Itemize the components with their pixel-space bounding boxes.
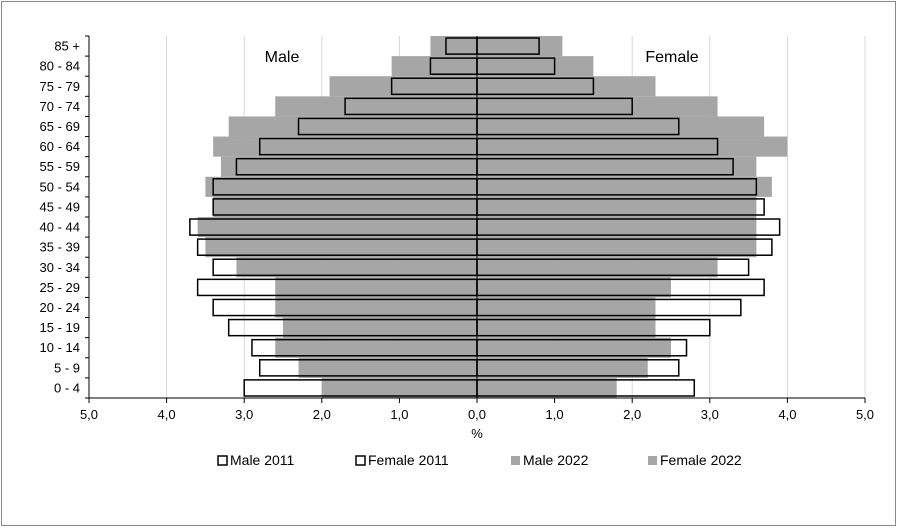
bar-female-2022-5 <box>477 277 671 298</box>
y-tick-label-8: 40 - 44 <box>40 220 80 235</box>
y-tick-label-17: 85 + <box>54 39 80 54</box>
x-tick-label-3: 2,0 <box>313 407 331 422</box>
bar-female-2022-16 <box>477 56 594 77</box>
bar-male-2022-6 <box>236 257 477 278</box>
y-tick-label-12: 60 - 64 <box>40 139 80 154</box>
x-tick-label-0: 5,0 <box>80 407 98 422</box>
bar-male-2022-7 <box>205 237 477 258</box>
legend: Male 2011 Female 2011 Male 2022 Female 2022 <box>217 452 742 468</box>
bar-female-2022-13 <box>477 116 765 137</box>
bar-male-2022-1 <box>298 357 477 378</box>
y-tick-label-15: 75 - 79 <box>40 79 80 94</box>
y-tick-label-7: 35 - 39 <box>40 240 80 255</box>
bar-male-2022-16 <box>391 56 477 77</box>
x-tick-label-10: 5,0 <box>856 407 874 422</box>
bar-female-2022-8 <box>477 217 757 238</box>
bar-male-2022-5 <box>275 277 477 298</box>
y-tick-label-5: 25 - 29 <box>40 280 80 295</box>
x-tick-label-2: 3,0 <box>235 407 253 422</box>
y-tick-label-9: 45 - 49 <box>40 199 80 214</box>
legend-swatch-3 <box>648 456 657 465</box>
bar-female-2022-15 <box>477 76 656 97</box>
bar-male-2022-8 <box>197 217 477 238</box>
y-tick-label-11: 55 - 59 <box>40 159 80 174</box>
bar-female-2022-14 <box>477 96 718 117</box>
y-tick-label-3: 15 - 19 <box>40 320 80 335</box>
bar-male-2022-14 <box>275 96 477 117</box>
x-tick-label-6: 1,0 <box>546 407 564 422</box>
bar-male-2022-3 <box>283 317 477 338</box>
series-2022 <box>197 36 788 398</box>
y-tick-label-10: 50 - 54 <box>40 179 80 194</box>
y-tick-label-4: 20 - 24 <box>40 300 80 315</box>
bar-female-2022-3 <box>477 317 656 338</box>
bar-female-2022-10 <box>477 176 772 197</box>
x-tick-label-7: 2,0 <box>623 407 641 422</box>
legend-swatch-0 <box>217 455 228 466</box>
bar-female-2022-17 <box>477 36 563 57</box>
y-tick-label-16: 80 - 84 <box>40 59 80 74</box>
bar-male-2022-13 <box>228 116 477 137</box>
y-tick-label-13: 65 - 69 <box>40 119 80 134</box>
bar-male-2022-10 <box>205 176 477 197</box>
x-tick-label-5: 0,0 <box>468 407 486 422</box>
bar-female-2022-11 <box>477 156 757 177</box>
bar-female-2022-1 <box>477 357 648 378</box>
legend-label-0: Male 2011 <box>230 452 295 468</box>
y-tick-label-14: 70 - 74 <box>40 99 80 114</box>
bar-male-2022-4 <box>275 297 477 318</box>
bar-male-2022-15 <box>329 76 477 97</box>
axes: 5,0 4,0 3,0 2,0 1,0 0,0 1,0 2,0 3,0 4,0 5,00 - 45 … <box>40 35 874 422</box>
bar-female-2022-0 <box>477 377 617 398</box>
bar-female-2022-4 <box>477 297 656 318</box>
bar-female-2022-12 <box>477 136 788 157</box>
x-axis-title: % <box>471 426 483 441</box>
y-tick-label-6: 30 - 34 <box>40 260 80 275</box>
bar-female-2022-6 <box>477 257 718 278</box>
x-tick-label-8: 3,0 <box>701 407 719 422</box>
y-tick-label-2: 10 - 14 <box>40 340 80 355</box>
annotation-female: Female <box>645 49 698 66</box>
bar-male-2022-2 <box>275 337 477 358</box>
legend-swatch-2 <box>511 456 520 465</box>
y-tick-label-0: 0 - 4 <box>54 380 80 395</box>
annotation-male: Male <box>265 49 300 66</box>
bar-female-2022-2 <box>477 337 671 358</box>
x-tick-label-4: 1,0 <box>390 407 408 422</box>
bar-female-2022-9 <box>477 196 757 217</box>
y-tick-label-1: 5 - 9 <box>54 360 80 375</box>
bar-male-2022-12 <box>213 136 477 157</box>
legend-label-1: Female 2011 <box>368 452 449 468</box>
legend-label-2: Male 2022 <box>523 452 589 468</box>
x-tick-label-9: 4,0 <box>778 407 796 422</box>
bar-male-2022-17 <box>430 36 477 57</box>
x-tick-label-1: 4,0 <box>158 407 176 422</box>
legend-swatch-1 <box>355 455 366 466</box>
legend-label-3: Female 2022 <box>660 452 742 468</box>
bar-male-2022-11 <box>220 156 478 177</box>
bar-female-2022-7 <box>477 237 757 258</box>
bar-male-2022-9 <box>213 196 477 217</box>
bar-male-2022-0 <box>321 377 477 398</box>
